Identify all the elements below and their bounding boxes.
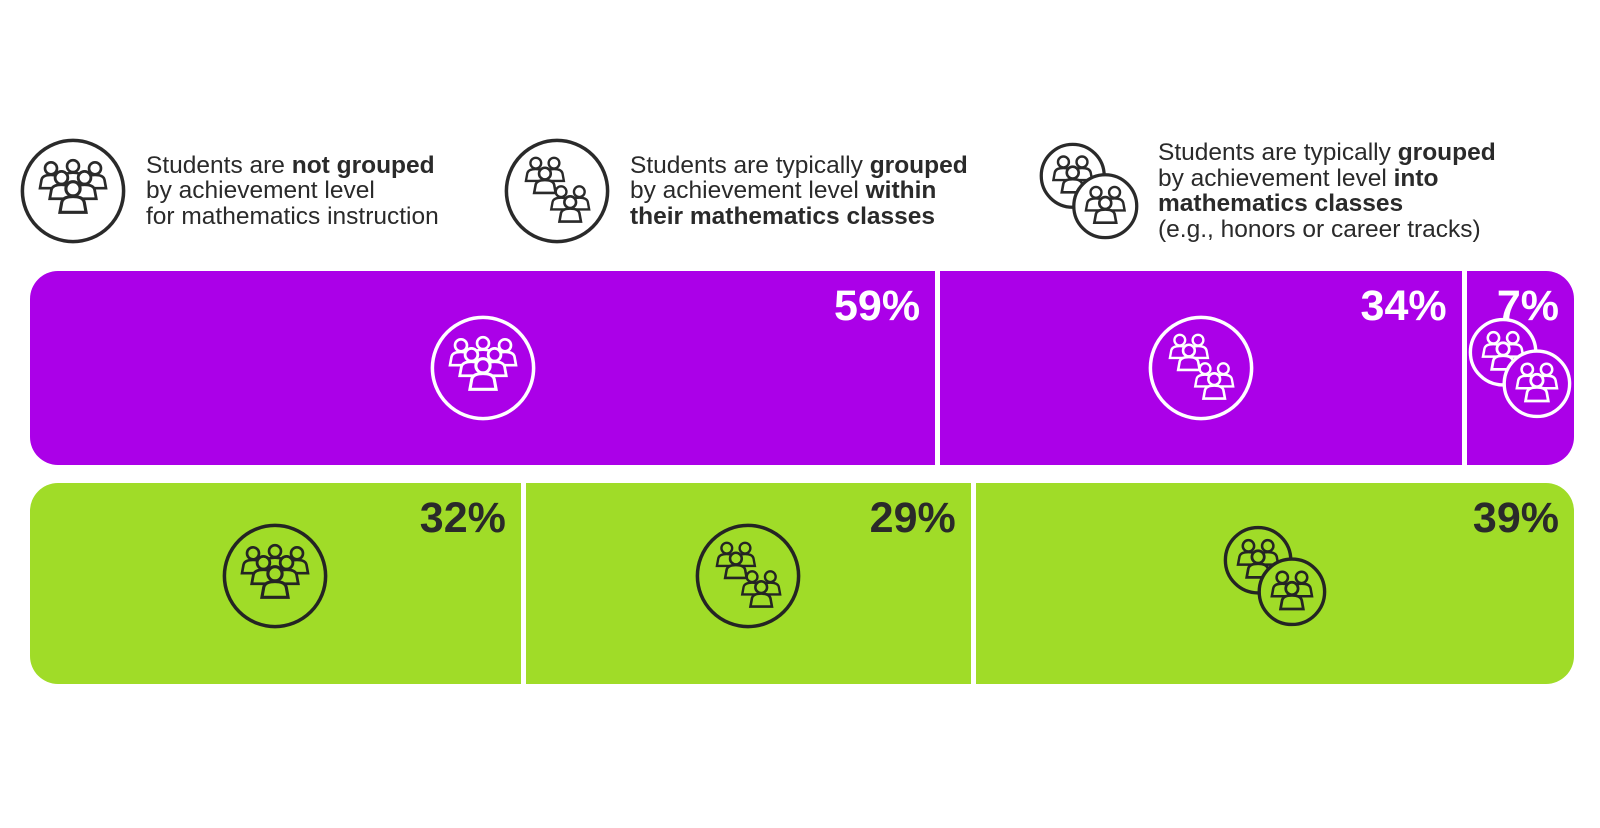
two-groups-circle-icon [1146, 313, 1256, 423]
two-groups-circle-icon [693, 521, 803, 631]
segment-value-label: 34% [1360, 282, 1447, 330]
two-group-circles-icon [1467, 315, 1573, 421]
segment-grouped-within: 29% [525, 483, 971, 684]
crowd-circle-icon [18, 136, 128, 246]
two-group-circles-icon [1038, 140, 1140, 242]
legend-item-grouped-within: Students are typically grouped by achiev… [502, 128, 968, 254]
legend-item-not-grouped: Students are not grouped by achievement … [18, 128, 439, 254]
segment-value-label: 39% [1472, 494, 1559, 542]
segment-value-label: 29% [869, 494, 956, 542]
segment-value-label: 32% [419, 494, 506, 542]
legend-label-not-grouped: Students are not grouped by achievement … [146, 151, 439, 230]
segment-grouped-into: 7% [1466, 271, 1574, 465]
legend-label-grouped-within: Students are typically grouped by achiev… [630, 151, 968, 230]
segment-value-label: 59% [833, 282, 921, 330]
crowd-circle-icon [428, 313, 538, 423]
legend-label-grouped-into: Students are typically grouped by achiev… [1158, 139, 1496, 243]
two-group-circles-icon [1222, 523, 1328, 629]
segment-grouped-within: 34% [940, 271, 1462, 465]
stacked-bar-top: 59% 34% 7% [30, 271, 1574, 465]
segment-grouped-into: 39% [975, 483, 1574, 684]
segment-not-grouped: 59% [30, 271, 936, 465]
segment-not-grouped: 32% [30, 483, 521, 684]
stacked-bar-bottom: 32% 29% 39% [30, 483, 1574, 684]
two-groups-circle-icon [502, 136, 612, 246]
legend-item-grouped-into: Students are typically grouped by achiev… [1038, 128, 1496, 254]
crowd-circle-icon [220, 521, 330, 631]
